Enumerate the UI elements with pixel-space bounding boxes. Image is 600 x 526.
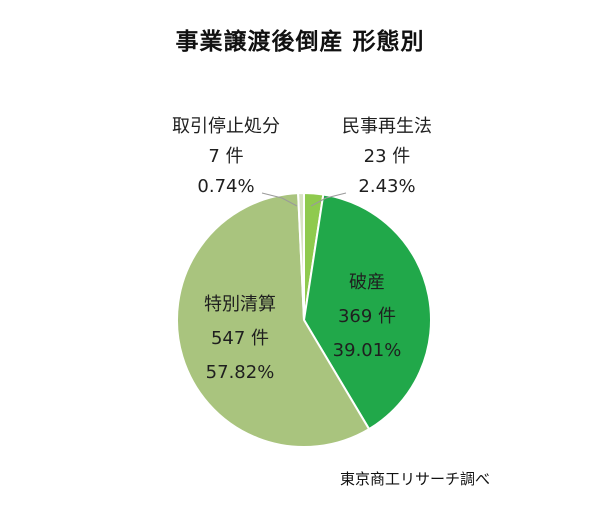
chart-title: 事業譲渡後倒産 形態別 (175, 29, 425, 55)
slice-label-tokubetsu: 特別清算 (204, 294, 276, 315)
slice-label-torihiki: 取引停止処分 (172, 116, 280, 137)
slice-label-hasan: 破産 (349, 272, 385, 293)
slice-count-minji: 23 件 (364, 146, 411, 167)
leader-lines (261, 192, 347, 207)
source-note: 東京商工リサーチ調べ (340, 470, 491, 488)
pie-slice-hasan (302, 193, 432, 431)
pie-slice-torihiki (297, 191, 305, 321)
pie-slice-tokubetsu (175, 192, 371, 448)
slice-count-torihiki: 7 件 (208, 146, 243, 167)
leader-line-minji (310, 192, 347, 207)
slice-percent-tokubetsu: 57.82% (206, 362, 275, 383)
slice-count-hasan: 369 件 (338, 306, 396, 327)
slice-label-minji: 民事再生法 (342, 116, 432, 137)
slice-percent-minji: 2.43% (358, 176, 415, 197)
pie-slices (175, 191, 432, 448)
slice-count-tokubetsu: 547 件 (211, 328, 269, 349)
slice-percent-torihiki: 0.74% (197, 176, 254, 197)
slice-percent-hasan: 39.01% (333, 340, 402, 361)
leader-line-torihiki (261, 192, 298, 207)
